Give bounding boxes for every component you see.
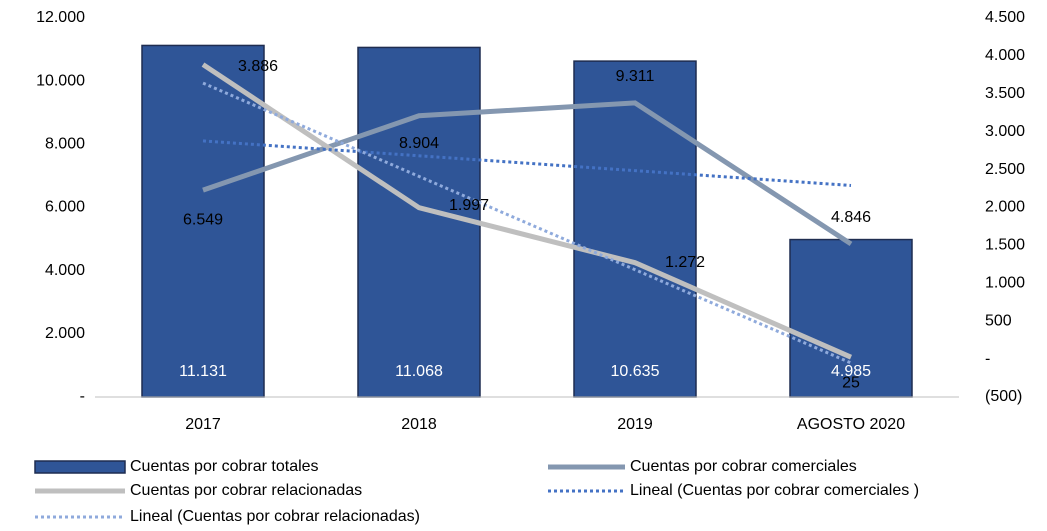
line-series [202,100,853,247]
data-label: 1.272 [665,254,705,271]
data-label: 1.997 [449,197,489,214]
y-tick-label: 4.000 [45,262,85,279]
data-label: 10.635 [611,363,660,380]
y2-tick-label: - [985,350,990,367]
data-label: 3.886 [238,58,278,75]
bar [573,60,697,398]
data-label: 11.068 [395,363,443,380]
y-tick-label: 8.000 [45,136,85,153]
y2-tick-label: 2.500 [985,161,1025,178]
bar [357,46,481,398]
data-label: 25 [842,374,860,391]
legend-label: Cuentas por cobrar comerciales [630,458,857,475]
data-label: 4.846 [831,209,871,226]
y-tick-label: 12.000 [36,9,85,26]
y2-tick-label: 3.000 [985,123,1025,140]
y2-tick-label: 1.500 [985,237,1025,254]
y2-tick-label: 500 [985,312,1012,329]
bar [789,238,913,398]
trendline [202,139,852,187]
data-label: 4.985 [831,363,871,380]
x-tick-label: 2018 [401,416,437,433]
legend-label: Cuentas por cobrar relacionadas [130,482,362,499]
x-tick-label: AGOSTO 2020 [797,416,905,433]
legend-label: Cuentas por cobrar totales [130,458,319,475]
x-tick-label: 2019 [617,416,653,433]
data-label: 11.131 [179,363,227,380]
line-series [201,62,853,360]
y2-tick-label: 3.500 [985,85,1025,102]
bar [141,44,265,398]
data-label: 8.904 [399,135,439,152]
y2-tick-label: (500) [985,388,1022,405]
y-tick-label: - [80,388,85,405]
y2-tick-label: 1.000 [985,275,1025,292]
y-tick-label: 10.000 [36,72,85,89]
trendline [202,81,852,365]
y2-tick-label: 4.500 [985,9,1025,26]
y2-tick-label: 4.000 [985,47,1025,64]
legend-swatch [34,460,126,474]
legend-label: Lineal (Cuentas por cobrar comerciales ) [630,482,919,499]
data-label: 6.549 [183,211,223,228]
data-label: 9.311 [616,68,655,85]
y2-tick-label: 2.000 [985,199,1025,216]
legend-label: Lineal (Cuentas por cobrar relacionadas) [130,508,420,525]
y-tick-label: 6.000 [45,199,85,216]
x-tick-label: 2017 [185,416,221,433]
y-tick-label: 2.000 [45,325,85,342]
